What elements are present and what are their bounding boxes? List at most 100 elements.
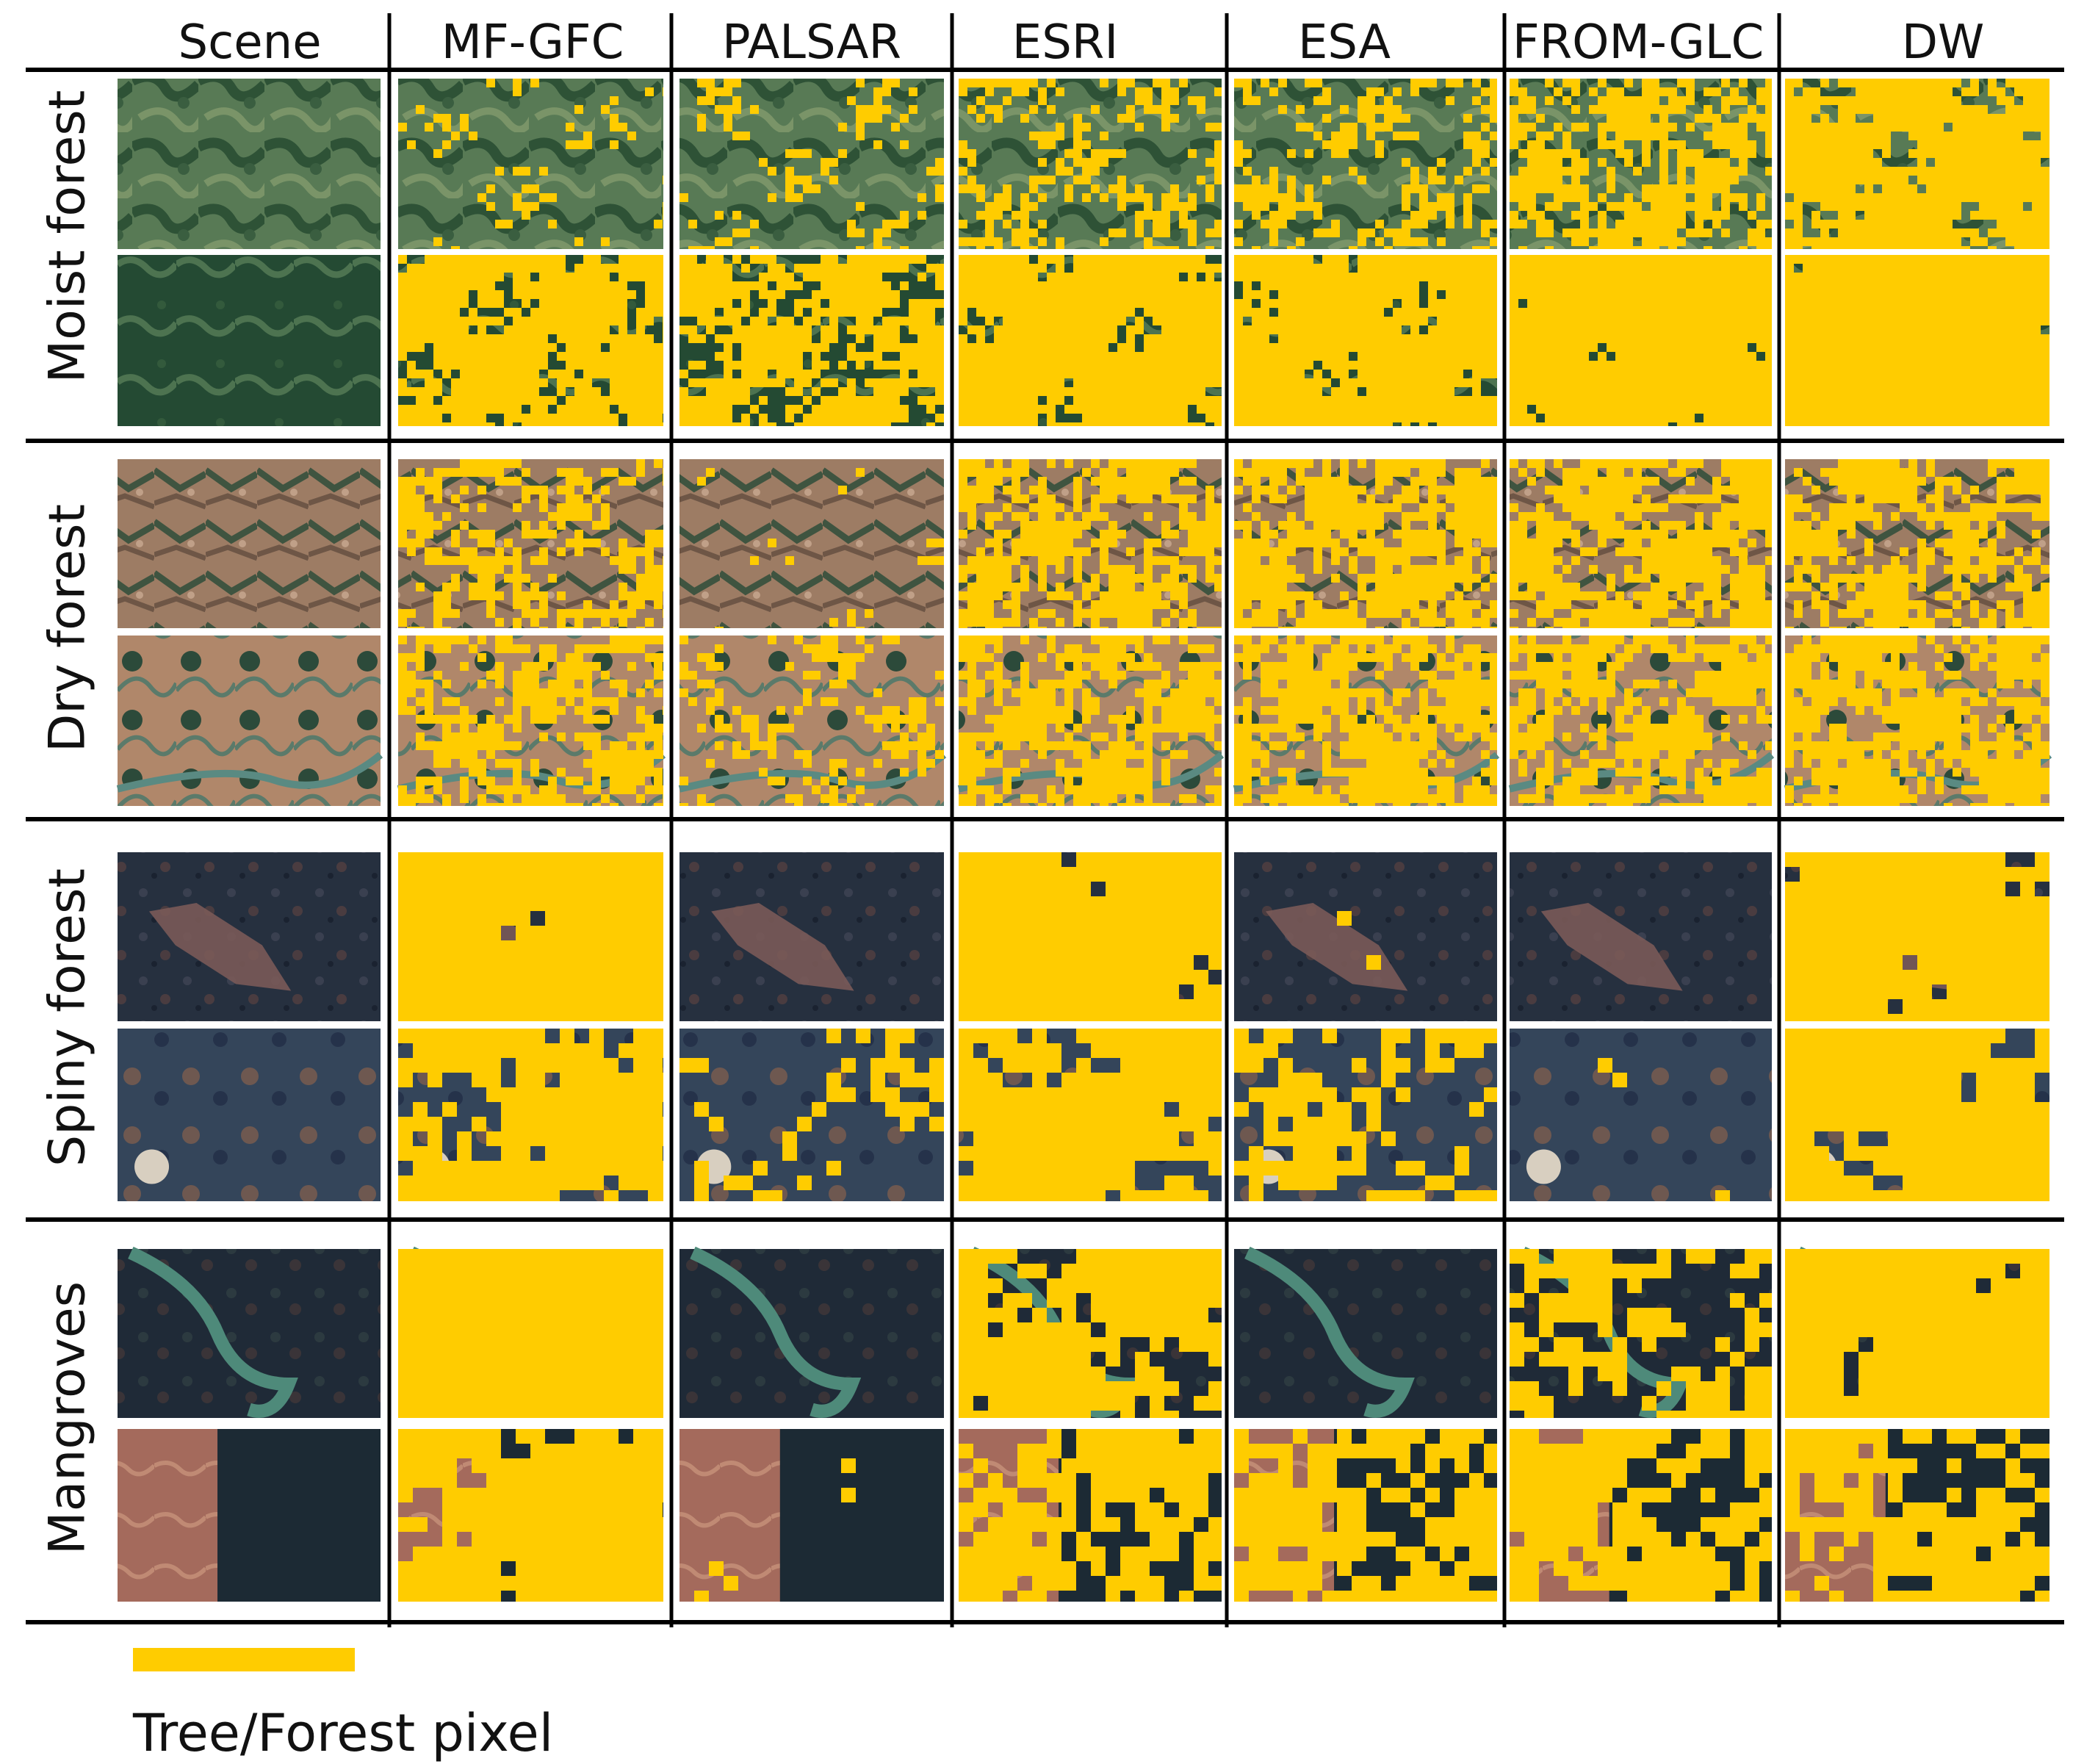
- forest-mask: [398, 1029, 663, 1201]
- cells: [116, 79, 2052, 1602]
- panel-dry-2-esri: [957, 636, 1225, 806]
- panel-spiny-1-palsar: [679, 852, 944, 1021]
- panel-dry-1-dw: [1785, 459, 2049, 628]
- panel-dry-2-from-glc: [1508, 636, 1775, 806]
- mangrove-canopy: [779, 1429, 944, 1602]
- panel-moist-1-mf-gfc: [398, 79, 663, 249]
- row-label-mangroves: Mangroves: [38, 1281, 97, 1555]
- forest-mask: [1510, 1429, 1772, 1602]
- panel-moist-1-from-glc: [1510, 79, 1772, 249]
- forest-mask: [959, 459, 1222, 628]
- forest-mask: [398, 852, 663, 1021]
- panel-moist-2-esa: [1234, 255, 1497, 426]
- panel-dry-1-from-glc: [1510, 459, 1772, 628]
- scene-image: [679, 459, 944, 628]
- forest-mask: [1598, 1058, 1730, 1201]
- row-label-dry-forest: Dry forest: [38, 503, 97, 753]
- panel-dry-2-scene: [116, 636, 383, 806]
- panel-moist-2-esri: [959, 255, 1222, 426]
- forest-mask: [1510, 636, 1772, 806]
- forest-mask: [1785, 1429, 2049, 1602]
- panel-mangrove-2-from-glc: [1510, 1429, 1772, 1602]
- forest-mask: [679, 79, 944, 249]
- river-channel: [690, 1246, 862, 1418]
- forest-mask: [1234, 636, 1497, 806]
- river-channel: [116, 752, 383, 793]
- panel-spiny-2-from-glc: [1510, 1029, 1772, 1201]
- panel-moist-1-esri: [959, 79, 1222, 249]
- panel-spiny-1-mf-gfc: [398, 852, 663, 1021]
- panel-mangrove-1-scene: [118, 1246, 381, 1418]
- forest-mask: [1785, 636, 2049, 806]
- scene-image: [118, 852, 381, 1021]
- column-header-mf-gfc: MF-GFC: [441, 15, 624, 70]
- column-header-dw: DW: [1901, 15, 1985, 70]
- forest-mask: [1234, 255, 1497, 426]
- panel-dry-1-esri: [959, 459, 1222, 628]
- column-header-scene: Scene: [178, 15, 322, 70]
- forest-mask: [398, 1249, 663, 1418]
- row-label-spiny-forest: Spiny forest: [38, 868, 97, 1167]
- panel-dry-1-esa: [1234, 459, 1497, 628]
- panel-spiny-1-esri: [959, 852, 1222, 1021]
- forest-mask: [398, 255, 663, 426]
- panel-dry-1-mf-gfc: [398, 459, 663, 628]
- forest-mask: [679, 255, 944, 426]
- forest-mask: [1785, 852, 2049, 1021]
- column-header-esa: ESA: [1297, 15, 1391, 70]
- forest-mask: [959, 255, 1222, 426]
- panel-mangrove-1-esri: [959, 1246, 1222, 1418]
- panel-spiny-1-scene: [118, 852, 381, 1021]
- forest-mask: [1785, 1249, 2049, 1418]
- forest-mask: [679, 636, 944, 806]
- forest-mask: [1234, 1429, 1497, 1602]
- panel-spiny-2-dw: [1785, 1029, 2049, 1201]
- panel-mangrove-1-esa: [1234, 1246, 1497, 1418]
- panel-spiny-2-mf-gfc: [398, 1029, 663, 1201]
- panel-moist-2-scene: [118, 255, 381, 426]
- forest-mask: [398, 79, 663, 249]
- forest-mask: [959, 1029, 1222, 1201]
- scene-image: [118, 459, 381, 628]
- forest-mask: [1785, 459, 2049, 628]
- river-channel: [128, 1246, 298, 1418]
- panel-mangrove-2-palsar: [679, 1429, 944, 1602]
- panel-dry-2-esa: [1233, 636, 1500, 806]
- forest-mask: [1337, 911, 1381, 970]
- forest-mask: [1510, 79, 1772, 249]
- cleared-patch: [1540, 903, 1683, 991]
- mangrove-canopy: [217, 1429, 381, 1602]
- forest-mask: [959, 79, 1222, 249]
- row-label-moist-forest: Moist forest: [38, 90, 97, 384]
- panel-dry-1-palsar: [679, 459, 944, 628]
- forest-mask: [959, 636, 1222, 806]
- panel-mangrove-1-mf-gfc: [398, 1246, 663, 1418]
- scene-image: [118, 255, 381, 426]
- forest-mask: [1510, 255, 1772, 426]
- panel-mangrove-2-mf-gfc: [398, 1429, 663, 1602]
- bright-feature: [1526, 1149, 1561, 1184]
- panel-dry-2-mf-gfc: [397, 636, 666, 806]
- forest-mask: [1234, 459, 1497, 628]
- forest-mask: [398, 459, 663, 628]
- panel-spiny-2-esri: [959, 1029, 1222, 1201]
- column-header-from-glc: FROM-GLC: [1512, 15, 1764, 70]
- forest-mask: [1510, 459, 1772, 628]
- forest-mask: [959, 1249, 1222, 1418]
- panel-dry-1-scene: [118, 459, 381, 628]
- panel-mangrove-2-esa: [1234, 1429, 1497, 1602]
- panel-spiny-2-palsar: [679, 1029, 944, 1201]
- bright-feature: [134, 1149, 170, 1184]
- panel-moist-2-mf-gfc: [398, 255, 663, 426]
- forest-mask: [398, 1429, 663, 1602]
- forest-mask: [959, 1429, 1222, 1602]
- panel-mangrove-1-dw: [1785, 1246, 2049, 1418]
- panel-mangrove-2-scene: [118, 1429, 381, 1602]
- cleared-patch: [711, 903, 854, 991]
- column-header-esri: ESRI: [1012, 15, 1119, 70]
- forest-mask: [959, 852, 1222, 1021]
- river-channel: [1244, 1246, 1415, 1418]
- forest-mask: [398, 636, 663, 806]
- panel-spiny-1-dw: [1785, 852, 2049, 1021]
